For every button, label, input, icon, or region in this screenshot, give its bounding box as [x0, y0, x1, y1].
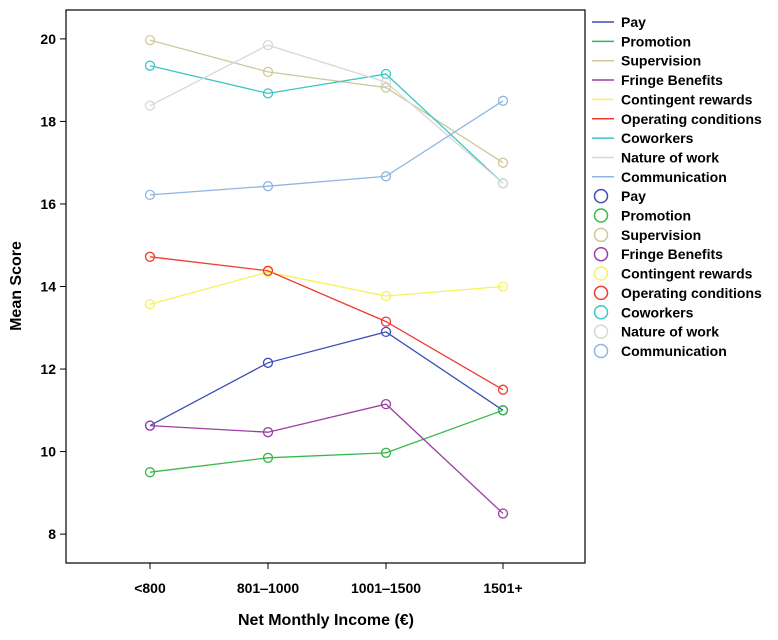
legend-label: Supervision: [621, 227, 701, 243]
legend-label: Operating conditions: [621, 111, 762, 127]
legend-marker-swatch: [593, 188, 609, 204]
series-line-4: [149, 403, 504, 514]
legend-marker-swatch: [593, 285, 609, 301]
series-line-3: [149, 39, 504, 164]
series-line-8: [149, 44, 504, 184]
legend-label: Fringe Benefits: [621, 246, 723, 262]
legend-label: Nature of work: [621, 324, 719, 340]
x-axis: <800 801‒1000 1001‒1500 1501+: [134, 563, 523, 596]
y-tick-label: 14: [40, 279, 56, 295]
data-point: [497, 281, 509, 292]
data-point: [380, 398, 392, 410]
x-tick-label: 801‒1000: [237, 580, 300, 596]
data-point: [144, 189, 156, 201]
data-point: [497, 95, 509, 106]
x-axis-title: Net Monthly Income (€): [238, 612, 414, 629]
legend-label: Communication: [621, 169, 727, 185]
data-point: [497, 178, 509, 189]
legend-label: Pay: [621, 188, 646, 204]
y-tick-label: 18: [40, 113, 56, 129]
data-point: [380, 82, 392, 93]
data-point: [144, 251, 156, 262]
legend-label: Coworkers: [621, 130, 694, 146]
y-tick-label: 8: [48, 526, 56, 542]
data-point: [380, 77, 392, 88]
series-line-2: [149, 409, 504, 473]
legend: Pay Promotion Supervision Fringe Benefits Co…: [592, 14, 762, 359]
data-point: [497, 405, 509, 416]
data-point: [262, 66, 274, 78]
series-line-9: [149, 100, 504, 196]
legend-marker-swatch: [593, 227, 609, 243]
legend-label: Operating conditions: [621, 285, 762, 301]
legend-marker-swatch: [593, 343, 609, 359]
y-tick-label: 10: [40, 444, 56, 460]
data-point: [497, 508, 509, 519]
legend-marker-swatch: [593, 246, 609, 262]
legend-label: Fringe Benefits: [621, 72, 723, 88]
y-tick-label: 12: [40, 361, 56, 377]
data-point: [380, 326, 392, 338]
legend-label: Coworkers: [621, 304, 694, 320]
data-point: [380, 290, 392, 302]
data-point: [262, 265, 274, 276]
data-point: [262, 88, 274, 99]
series-line-1: [149, 331, 504, 427]
data-point: [262, 427, 274, 438]
data-point: [497, 384, 509, 395]
data-point: [497, 157, 509, 168]
legend-label: Promotion: [621, 208, 691, 224]
x-tick-label: <800: [134, 580, 166, 596]
data-point: [380, 171, 392, 182]
data-point: [380, 447, 392, 458]
legend-label: Promotion: [621, 33, 691, 49]
data-point: [144, 60, 156, 71]
data-point: [144, 100, 156, 111]
data-point: [262, 181, 274, 192]
legend-label: Nature of work: [621, 149, 719, 165]
x-tick-label: 1501+: [483, 580, 522, 596]
legend-label: Contingent rewards: [621, 266, 753, 282]
legend-label: Communication: [621, 343, 727, 359]
legend-marker-swatch: [593, 208, 609, 223]
series-line-5: [149, 271, 504, 305]
data-point: [144, 34, 156, 46]
y-axis: 8 10 12 14 16 18 20: [40, 31, 66, 542]
data-point: [262, 452, 274, 463]
y-axis-title: Mean Score: [8, 241, 25, 331]
data-point: [380, 68, 392, 80]
series-line-6: [149, 256, 504, 391]
y-tick-label: 16: [40, 196, 56, 212]
legend-marker-swatch: [593, 324, 609, 339]
data-point: [262, 357, 274, 368]
series-line-7: [149, 65, 504, 184]
data-point: [144, 467, 156, 478]
data-point: [144, 299, 156, 310]
y-tick-label: 20: [40, 31, 56, 47]
legend-label: Pay: [621, 14, 646, 30]
legend-marker-swatch: [593, 305, 609, 320]
data-point: [144, 420, 156, 431]
legend-label: Supervision: [621, 53, 701, 69]
x-tick-label: 1001‒1500: [351, 580, 421, 596]
data-point: [262, 39, 274, 51]
data-point: [380, 316, 392, 327]
legend-label: Contingent rewards: [621, 91, 753, 107]
series-layer: [144, 34, 509, 519]
legend-marker-swatch: [593, 266, 609, 281]
